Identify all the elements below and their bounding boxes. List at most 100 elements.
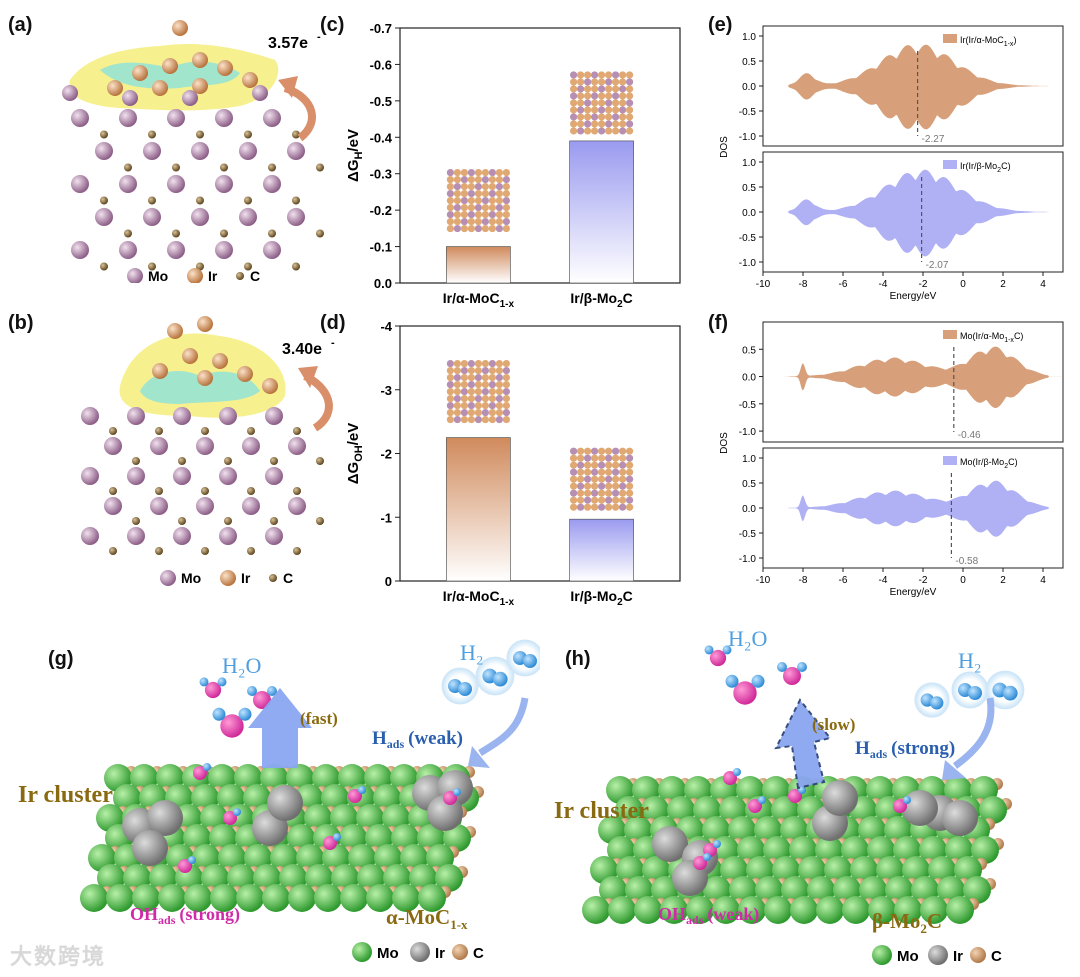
legend-swatch: [943, 160, 957, 169]
crystal-atom: [598, 461, 606, 469]
crystal-atom: [453, 210, 461, 219]
crystal-atom: [612, 496, 620, 504]
crystal-atom: [619, 447, 627, 455]
y-tick-label: -1.0: [739, 258, 757, 269]
crystal-atom: [577, 468, 585, 476]
mo-atom: [418, 884, 446, 912]
h-atom: [930, 696, 944, 710]
legend-mo: Mo: [148, 268, 168, 283]
panel-g-fast-label: (fast): [300, 709, 338, 728]
watermark: 大数跨境: [10, 944, 107, 969]
crystal-atom: [474, 175, 482, 184]
water-molecule: [253, 691, 271, 709]
mo-atom: [764, 896, 792, 924]
crystal-atom: [474, 401, 482, 410]
crystal-atom: [584, 489, 592, 497]
mo-atom: [119, 175, 137, 193]
crystal-atom: [584, 454, 592, 462]
crystal-atom: [495, 217, 503, 226]
crystal-atom: [488, 210, 496, 219]
crystal-atom: [626, 99, 634, 107]
mo-atom: [219, 467, 237, 485]
crystal-atom: [495, 380, 503, 389]
crystal-atom: [453, 189, 461, 198]
mo-atom: [173, 407, 191, 425]
crystal-atom: [467, 380, 475, 389]
oh-adsorbate: [723, 771, 737, 785]
panel-b-structure: 3.40e - Mo Ir C: [81, 316, 335, 586]
panel-g-hads-sub: ads: [387, 737, 405, 751]
c-atom: [109, 427, 117, 435]
mo-atom: [119, 109, 137, 127]
y-tick-label: 0.0: [742, 373, 756, 384]
ir-atom: [242, 72, 258, 88]
x-tick-label: -8: [799, 575, 808, 586]
h-atom: [212, 707, 226, 721]
crystal-atom: [626, 468, 634, 476]
crystal-atom: [481, 217, 489, 226]
c-atom: [196, 262, 204, 271]
crystal-atom: [570, 92, 578, 100]
crystal-atom: [460, 196, 468, 205]
d-band-center-label: -0.58: [955, 556, 978, 567]
crystal-atom: [598, 454, 606, 462]
c-atom: [292, 262, 300, 271]
x-tick-label: Ir/β-Mo2C: [570, 588, 632, 606]
mo-atom: [979, 796, 1007, 824]
crystal-atom: [474, 408, 482, 417]
crystal-atom: [460, 210, 468, 219]
crystal-atom: [612, 113, 620, 121]
h-atom: [1002, 685, 1018, 701]
x-tick-label: -6: [839, 279, 848, 290]
ir-atom: [107, 80, 123, 96]
crystal-atom: [626, 106, 634, 114]
c-atom: [292, 130, 300, 139]
panel-b-label: (b): [8, 312, 34, 334]
crystal-atom: [605, 113, 613, 121]
crystal-atom: [488, 196, 496, 205]
mo-atom: [210, 884, 238, 912]
mo-atom: [127, 527, 145, 545]
crystal-atom: [460, 175, 468, 184]
crystal-atom: [591, 496, 599, 504]
ir-atom: [902, 790, 938, 826]
crystal-atom: [460, 359, 468, 368]
panel-g-hads: H: [372, 728, 387, 749]
crystal-atom: [619, 106, 627, 114]
crystal-atom: [570, 99, 578, 107]
crystal-atom: [605, 85, 613, 93]
panel-h-ohads: OH: [658, 904, 686, 924]
panel-g-hads-note: (weak): [408, 728, 463, 749]
crystal-atom: [460, 408, 468, 417]
mo-atom: [173, 527, 191, 545]
crystal-atom: [591, 78, 599, 86]
c-atom: [293, 427, 301, 435]
crystal-atom: [570, 482, 578, 490]
crystal-atom: [584, 113, 592, 121]
c-atom: [201, 487, 209, 495]
crystal-atom: [474, 359, 482, 368]
c-atom: [293, 487, 301, 495]
panel-h-label: (h): [565, 648, 591, 670]
mo-atom: [634, 896, 662, 924]
crystal-atom: [460, 373, 468, 382]
crystal-atom: [467, 168, 475, 177]
y-tick-label: -2: [380, 447, 392, 462]
mo-atom: [239, 142, 257, 160]
crystal-atom: [577, 78, 585, 86]
mo-atom: [150, 497, 168, 515]
crystal-atom: [605, 503, 613, 511]
mo-atom: [239, 208, 257, 226]
mo-atom: [894, 896, 922, 924]
crystal-atom: [488, 394, 496, 403]
oh-adsorbate: [693, 856, 707, 870]
mo-atom: [263, 241, 281, 259]
crystal-atom: [598, 120, 606, 128]
crystal-atom: [626, 482, 634, 490]
crystal-atom: [598, 475, 606, 483]
crystal-atom: [626, 503, 634, 511]
crystal-atom: [619, 127, 627, 135]
y-tick-label: 1.0: [742, 158, 756, 169]
mo-atom: [215, 109, 233, 127]
crystal-atom: [619, 113, 627, 121]
